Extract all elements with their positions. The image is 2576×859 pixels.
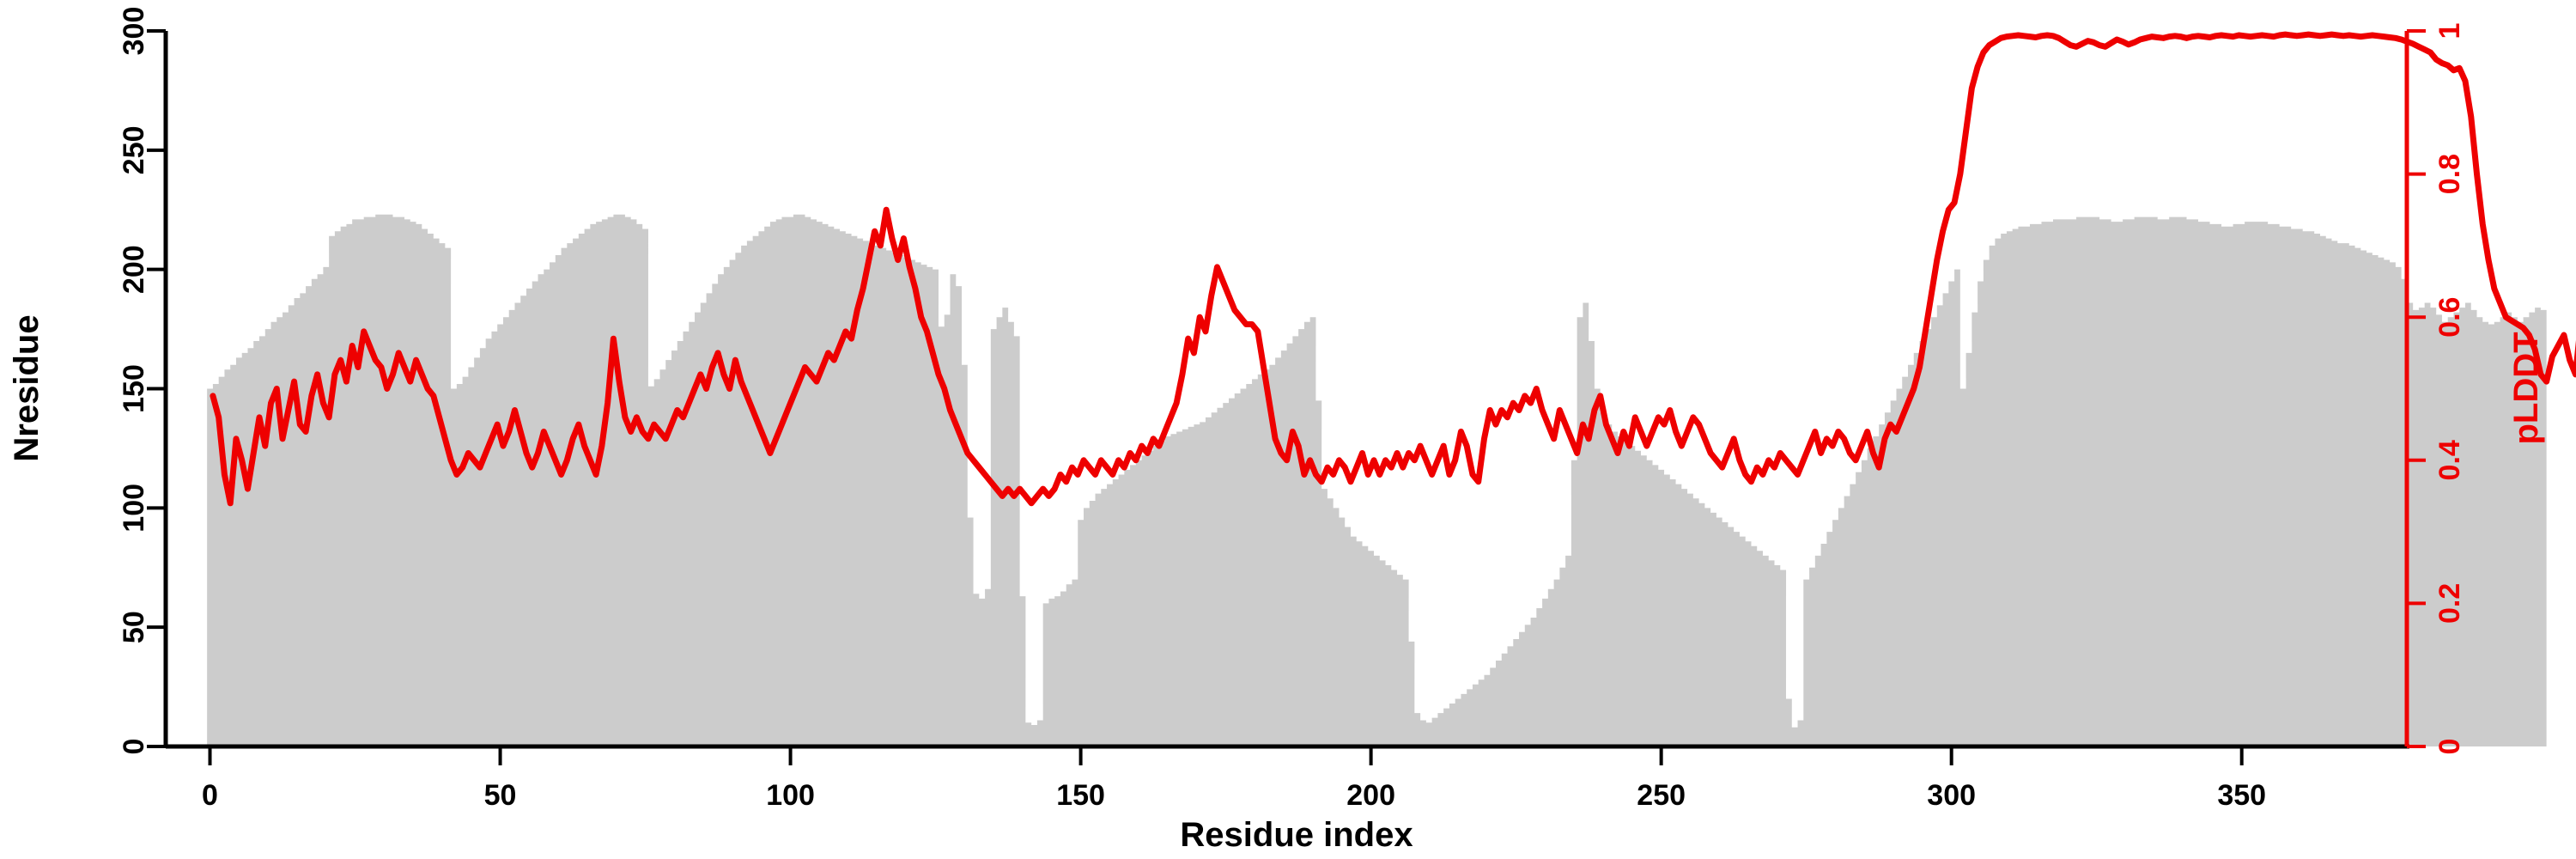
left-tick-label: 150 [118,364,150,413]
right-tick-label: 0.2 [2433,583,2466,624]
right-tick-label: 0.4 [2433,440,2466,480]
right-tick-label: 0 [2433,739,2466,755]
left-tick-label: 100 [118,484,150,533]
bottom-tick-label: 0 [202,779,218,812]
plddt-line [210,31,2576,507]
bottom-tick-label: 200 [1346,779,1395,812]
right-tick-label: 1 [2433,23,2466,40]
right-axis-title: pLDDT [2507,332,2545,444]
left-tick-label: 300 [118,7,150,56]
nresidue-bar-area [207,214,2547,747]
bottom-tick-label: 300 [1927,779,1976,812]
bottom-axis: 0 50 100 150 200 250 300 350 [166,744,2409,812]
left-tick-label: 250 [118,125,150,174]
left-tick-label: 0 [118,739,150,755]
bottom-tick-label: 100 [766,779,815,812]
right-tick-label: 0.6 [2433,297,2466,338]
y-axis-title: Nresidue [8,314,46,461]
bottom-tick-label: 250 [1637,779,1686,812]
left-axis: 0 50 100 150 200 250 300 [118,7,168,755]
x-axis-title: Residue index [1180,816,1413,854]
right-axis: 0 0.2 0.4 0.6 0.8 1 [2404,23,2466,755]
bottom-tick-label: 150 [1056,779,1105,812]
left-tick-label: 50 [118,611,150,643]
bottom-tick-label: 350 [2217,779,2266,812]
right-tick-label: 0.8 [2433,154,2466,194]
nresidue-bars [207,214,2547,747]
bottom-tick-label: 50 [484,779,517,812]
left-tick-label: 200 [118,245,150,294]
